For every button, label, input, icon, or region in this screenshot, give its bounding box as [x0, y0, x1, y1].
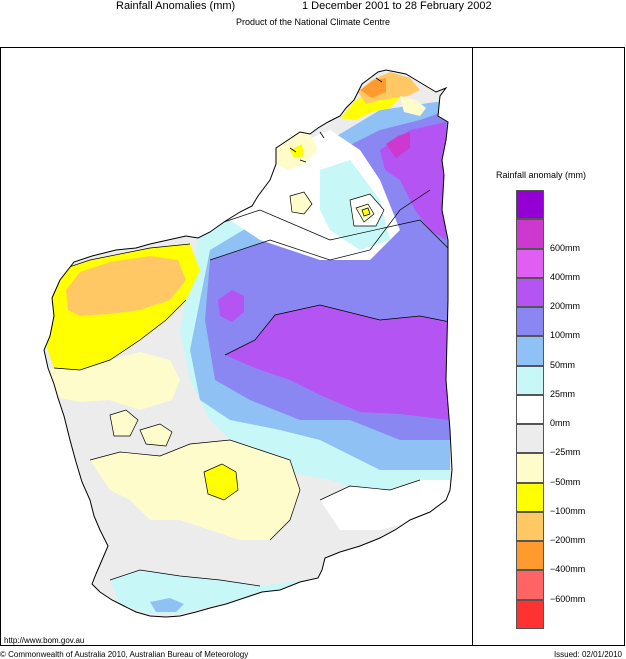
legend-swatch [516, 453, 544, 483]
island-outlines [289, 77, 383, 163]
legend-label: 200mm [550, 301, 581, 311]
legend-swatch [516, 394, 544, 424]
map-subtitle: Product of the National Climate Centre [235, 17, 391, 27]
legend-swatch [516, 541, 544, 571]
frame-divider [472, 47, 473, 646]
legend-label: 600mm [550, 242, 581, 253]
legend-swatch [516, 248, 544, 278]
legend-label: −400mm [550, 564, 586, 575]
footer-url[interactable]: http://www.bom.gov.au [4, 636, 85, 645]
legend-swatch [516, 511, 544, 541]
legend-swatch [516, 482, 544, 512]
period-text: 1 December 2001 to 28 February 2002 [302, 0, 492, 12]
legend-swatch [516, 599, 544, 629]
legend-label: 100mm [550, 330, 581, 341]
legend-swatches [516, 190, 544, 629]
map-title: Rainfall Anomalies (mm) 1 December 2001 … [0, 0, 626, 14]
legend-label: 50mm [550, 359, 576, 370]
anomaly-fill-layer [44, 70, 452, 617]
legend-label: 25mm [550, 388, 576, 399]
legend-label: −200mm [550, 535, 586, 545]
legend-swatch [516, 307, 544, 337]
legend-swatch [516, 336, 544, 366]
legend-label: −100mm [550, 505, 586, 516]
title-text: Rainfall Anomalies (mm) [116, 0, 236, 12]
map-frame [0, 47, 625, 646]
legend-swatch [516, 219, 544, 249]
legend-swatch [516, 365, 544, 395]
legend-swatch [516, 277, 544, 307]
legend-swatch [516, 190, 544, 220]
legend-label: 0mm [550, 418, 570, 428]
legend-label: −50mm [550, 476, 581, 487]
legend-label: −25mm [550, 447, 581, 458]
footer-issued-date: Issued: 02/01/2010 [553, 650, 622, 659]
legend-swatch [516, 570, 544, 600]
footer-copyright: © Commonwealth of Australia 2010, Austra… [0, 650, 249, 659]
legend-swatch [516, 424, 544, 454]
rainfall-anomaly-map [43, 69, 453, 618]
legend-label: −600mm [550, 593, 586, 604]
legend-label: 400mm [550, 271, 581, 282]
legend-title: Rainfall anomaly (mm) [496, 170, 587, 180]
